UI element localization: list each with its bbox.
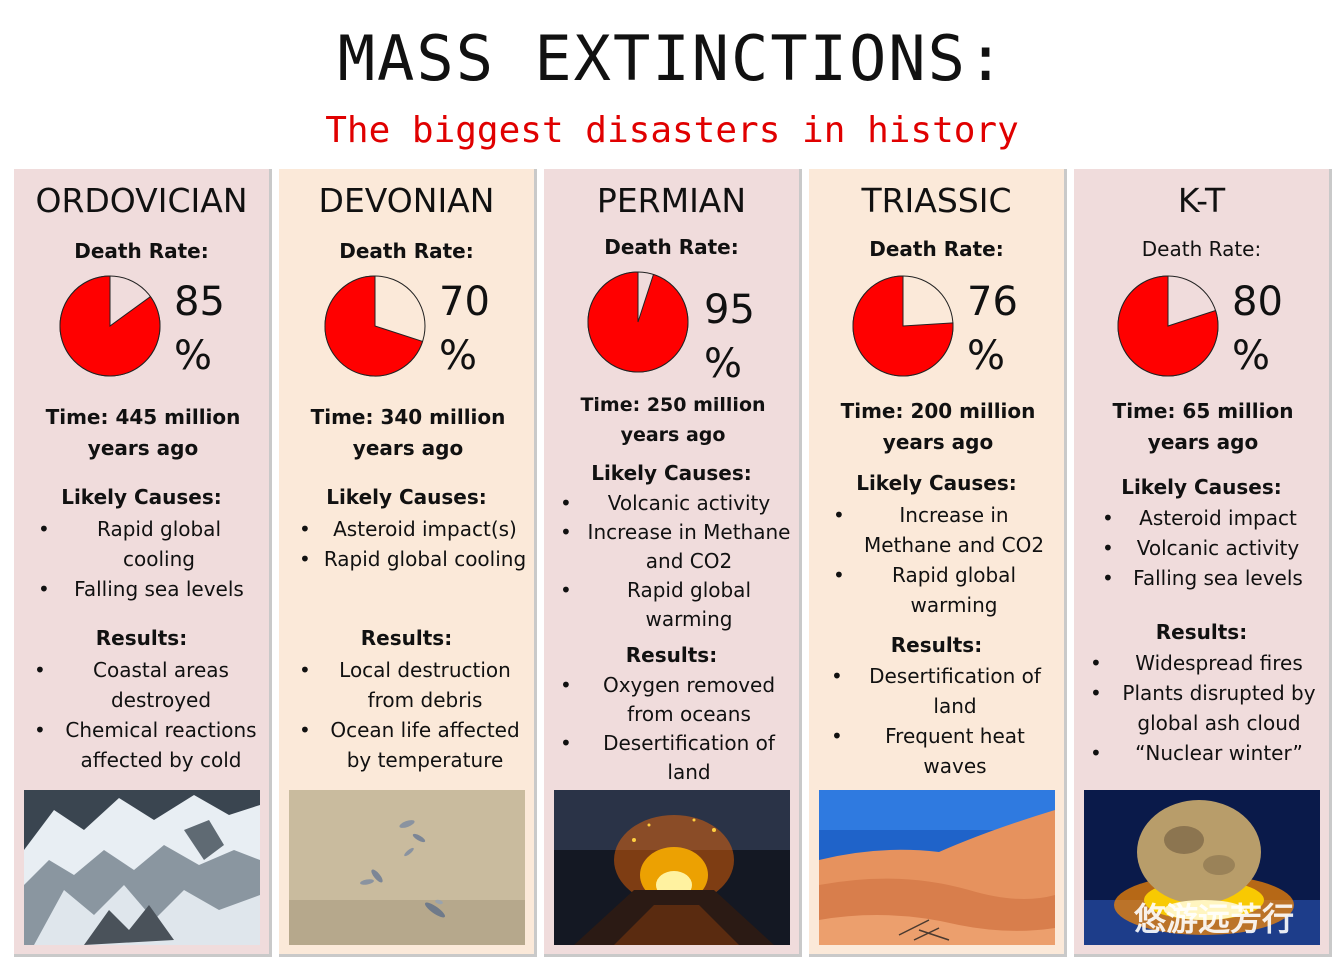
- pie-slice-death-rate: [852, 275, 954, 377]
- causes-heading: Likely Causes:: [61, 485, 222, 509]
- results-heading: Results:: [1155, 620, 1248, 644]
- causes-list: Asteroid impact Volcanic activity Fallin…: [1102, 503, 1310, 593]
- death-rate-value: 80 %: [1232, 275, 1283, 383]
- death-rate-percent-sign: %: [439, 333, 478, 379]
- death-rate-number: 85: [174, 279, 225, 325]
- causes-list: Rapid global cooling Falling sea levels: [38, 514, 256, 604]
- time-text: Time: 445 million years ago: [45, 405, 241, 460]
- causes-list: Increase in Methane and CO2 Rapid global…: [833, 500, 1051, 620]
- death-rate-value: 95 %: [704, 283, 755, 391]
- result-item: Desertification of land: [831, 661, 1055, 721]
- cause-item: Volcanic activity: [560, 489, 794, 518]
- cause-item: Volcanic activity: [1102, 533, 1310, 563]
- column-triassic: TRIASSIC Death Rate: 76 % Time: 200 mill…: [809, 169, 1067, 957]
- cause-item: Rapid global cooling: [38, 514, 256, 574]
- cause-item: Rapid global warming: [833, 560, 1051, 620]
- pie-slice-death-rate: [587, 271, 689, 373]
- death-rate-pie: [587, 271, 689, 373]
- causes-list: Asteroid impact(s) Rapid global cooling: [299, 514, 527, 574]
- era-title: PERMIAN: [596, 181, 747, 220]
- causes-list: Volcanic activity Increase in Methane an…: [560, 489, 794, 634]
- results-list: Oxygen removed from oceans Desertificati…: [560, 671, 794, 787]
- causes-heading: Likely Causes:: [326, 485, 487, 509]
- result-item: Local destruction from debris: [299, 655, 527, 715]
- death-rate-value: 85 %: [174, 275, 225, 383]
- pie-slice-death-rate: [59, 275, 161, 377]
- death-rate-number: 76: [967, 279, 1018, 325]
- results-list: Coastal areas destroyed Chemical reactio…: [34, 655, 264, 775]
- death-rate-pie: [852, 275, 954, 377]
- result-item: Plants disrupted by global ash cloud: [1090, 678, 1324, 738]
- result-item: “Nuclear winter”: [1090, 738, 1324, 768]
- death-rate-percent-sign: %: [967, 333, 1006, 379]
- time-text: Time: 65 million years ago: [1112, 399, 1294, 454]
- cause-item: Falling sea levels: [1102, 563, 1310, 593]
- results-heading: Results:: [95, 626, 188, 650]
- death-rate-label: Death Rate:: [339, 239, 474, 263]
- era-title: DEVONIAN: [318, 181, 495, 220]
- time-text: Time: 200 million years ago: [840, 399, 1036, 454]
- watermark-text: 悠游远芳行: [1134, 900, 1295, 938]
- page-title: MASS EXTINCTIONS:: [337, 22, 1007, 95]
- result-item: Frequent heat waves: [831, 721, 1055, 781]
- death-rate-label: Death Rate:: [869, 237, 1004, 261]
- result-item: Widespread fires: [1090, 648, 1324, 678]
- results-list: Widespread fires Plants disrupted by glo…: [1090, 648, 1324, 768]
- era-title: TRIASSIC: [861, 181, 1012, 220]
- cause-item: Falling sea levels: [38, 574, 256, 604]
- pie-slice-death-rate: [1117, 275, 1219, 377]
- asteroid-impact-image: [1084, 790, 1320, 945]
- desert-dunes-image: [819, 790, 1055, 945]
- result-item: Coastal areas destroyed: [34, 655, 264, 715]
- death-rate-value: 70 %: [439, 275, 490, 383]
- result-item: Desertification of land: [560, 729, 794, 787]
- era-title: K-T: [1177, 181, 1226, 220]
- volcanic-eruption-image: [554, 790, 790, 945]
- cause-item: Asteroid impact(s): [299, 514, 527, 544]
- causes-heading: Likely Causes:: [1121, 475, 1282, 499]
- cause-item: Asteroid impact: [1102, 503, 1310, 533]
- results-list: Local destruction from debris Ocean life…: [299, 655, 527, 775]
- time-text: Time: 340 million years ago: [310, 405, 506, 460]
- column-k-t: K-T Death Rate: 80 % Time: 65 million ye…: [1074, 169, 1332, 957]
- death-rate-number: 80: [1232, 279, 1283, 325]
- results-heading: Results:: [625, 643, 718, 667]
- cause-item: Increase in Methane and CO2: [560, 518, 794, 576]
- column-devonian: DEVONIAN Death Rate: 70 % Time: 340 mill…: [279, 169, 537, 957]
- results-list: Desertification of land Frequent heat wa…: [831, 661, 1055, 781]
- causes-heading: Likely Causes:: [591, 461, 752, 485]
- cause-item: Increase in Methane and CO2: [833, 500, 1051, 560]
- death-rate-pie: [1117, 275, 1219, 377]
- death-rate-label: Death Rate:: [74, 239, 209, 263]
- result-item: Chemical reactions affected by cold: [34, 715, 264, 775]
- result-item: Ocean life affected by temperature: [299, 715, 527, 775]
- column-permian: PERMIAN Death Rate: 95 % Time: 250 milli…: [544, 169, 802, 957]
- death-rate-value: 76 %: [967, 275, 1018, 383]
- page-subtitle: The biggest disasters in history: [325, 110, 1019, 151]
- death-rate-percent-sign: %: [704, 341, 743, 387]
- pie-slice-death-rate: [324, 275, 424, 377]
- death-rate-label: Death Rate:: [1141, 237, 1262, 261]
- era-title: ORDOVICIAN: [35, 181, 248, 220]
- death-rate-pie: [59, 275, 161, 377]
- death-rate-number: 95: [704, 287, 755, 333]
- death-rate-percent-sign: %: [174, 333, 213, 379]
- death-rate-number: 70: [439, 279, 490, 325]
- time-text: Time: 250 million years ago: [580, 394, 766, 446]
- death-rate-pie: [324, 275, 426, 377]
- glacier-mountains-image: [24, 790, 260, 945]
- cause-item: Rapid global cooling: [299, 544, 527, 574]
- causes-heading: Likely Causes:: [856, 471, 1017, 495]
- results-heading: Results:: [360, 626, 453, 650]
- result-item: Oxygen removed from oceans: [560, 671, 794, 729]
- column-ordovician: ORDOVICIAN Death Rate: 85 % Time: 445 mi…: [14, 169, 272, 957]
- death-rate-label: Death Rate:: [604, 235, 739, 259]
- death-rate-percent-sign: %: [1232, 333, 1271, 379]
- cause-item: Rapid global warming: [560, 576, 794, 634]
- results-heading: Results:: [890, 633, 983, 657]
- dead-fish-on-sand-image: [289, 790, 525, 945]
